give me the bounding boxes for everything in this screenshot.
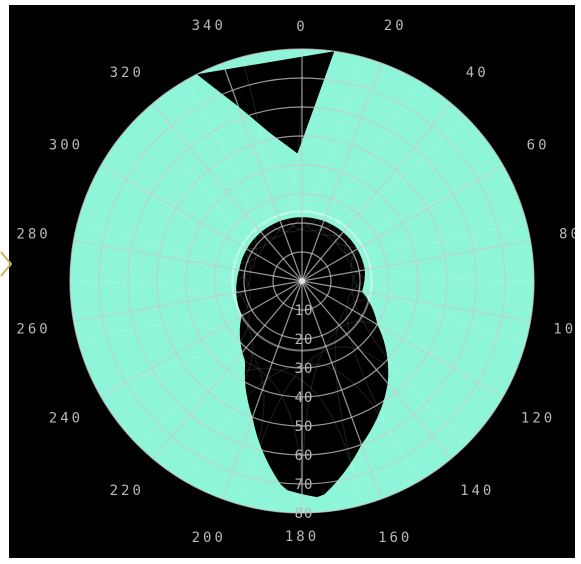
sweep-line: [301, 167, 499, 237]
angle-tick-label: 220: [110, 483, 144, 499]
sweep-line: [242, 346, 397, 500]
angle-tick-label: 260: [16, 321, 50, 337]
sweep-line: [83, 324, 265, 453]
angle-tick-label: 100: [553, 321, 575, 337]
angle-tick-label: 80: [559, 227, 575, 243]
grid-spoke: [301, 240, 531, 282]
radial-tick-label: 60: [295, 448, 314, 464]
grid-spoke: [301, 62, 382, 282]
angle-tick-label: 240: [49, 410, 83, 426]
angle-tick-label: 280: [16, 227, 50, 243]
radial-tick-label: 80: [295, 506, 314, 522]
angle-tick-label: 320: [110, 65, 144, 81]
sweep-line: [333, 215, 529, 282]
sweep-line: [188, 363, 386, 478]
grid-spoke: [100, 164, 303, 282]
radial-tick-label: 30: [295, 361, 314, 377]
angle-tick-label: 160: [378, 530, 412, 546]
radial-tick-label: 50: [295, 419, 314, 435]
grid-spoke: [100, 280, 303, 398]
angle-tick-label: 340: [192, 18, 226, 34]
grid-spoke: [222, 280, 303, 500]
sweep-line: [105, 355, 303, 506]
grid-spoke: [301, 280, 504, 398]
sweep-line: [141, 368, 355, 475]
sweep-line: [334, 299, 379, 500]
radial-tick-label: 20: [295, 332, 314, 348]
grid-spoke: [152, 102, 303, 282]
angle-tick-label: 140: [460, 483, 494, 499]
angle-tick-label: 200: [192, 530, 226, 546]
polar-chart-frame: 0 20 40 60 80 100 120 140 160 180 200 220 240 260 280 3…: [9, 5, 575, 558]
angle-tick-label: 120: [521, 410, 555, 426]
sweep-line: [141, 120, 251, 302]
grid-spoke: [301, 280, 382, 500]
sweep-line: [236, 54, 303, 250]
sweep-line: [75, 280, 254, 391]
radial-tick-label: 70: [295, 477, 314, 493]
sweep-line: [83, 221, 250, 352]
sweep-line: [105, 167, 251, 323]
angle-tick-label: 0: [296, 19, 307, 35]
sweep-line: [282, 120, 463, 232]
grid-spoke: [301, 280, 452, 460]
sweep-line: [229, 62, 270, 264]
grid-spoke: [301, 102, 452, 282]
sweep-line: [351, 261, 463, 442]
grid-spoke: [301, 280, 531, 322]
grid-spoke: [222, 62, 303, 282]
sweep-line: [301, 320, 388, 508]
sweep-line: [248, 62, 362, 239]
sweep-line: [344, 227, 521, 341]
sweep-line: [263, 84, 416, 233]
grid-spoke: [152, 280, 303, 460]
polar-chart: 0 20 40 60 80 100 120 140 160 180 200 220 240 260 280 3…: [16, 18, 575, 546]
grid-spoke: [301, 164, 504, 282]
grid-spoke: [73, 240, 303, 282]
grid-spoke: [73, 280, 303, 322]
angle-tick-label: 20: [384, 18, 407, 34]
arrow-marker-icon: [0, 251, 12, 277]
angle-tick-label: 60: [527, 138, 550, 154]
radial-tick-label: 10: [295, 303, 314, 319]
center-dot: [299, 278, 305, 284]
angle-tick-label: 180: [285, 529, 319, 545]
sweep-line: [319, 208, 521, 249]
radial-tick-label: 40: [295, 390, 314, 406]
series-region: [70, 49, 534, 513]
sweep-line: [188, 84, 257, 282]
angle-tick-label: 40: [466, 65, 489, 81]
sweep-line: [350, 242, 499, 395]
angle-tick-label: 300: [49, 138, 83, 154]
